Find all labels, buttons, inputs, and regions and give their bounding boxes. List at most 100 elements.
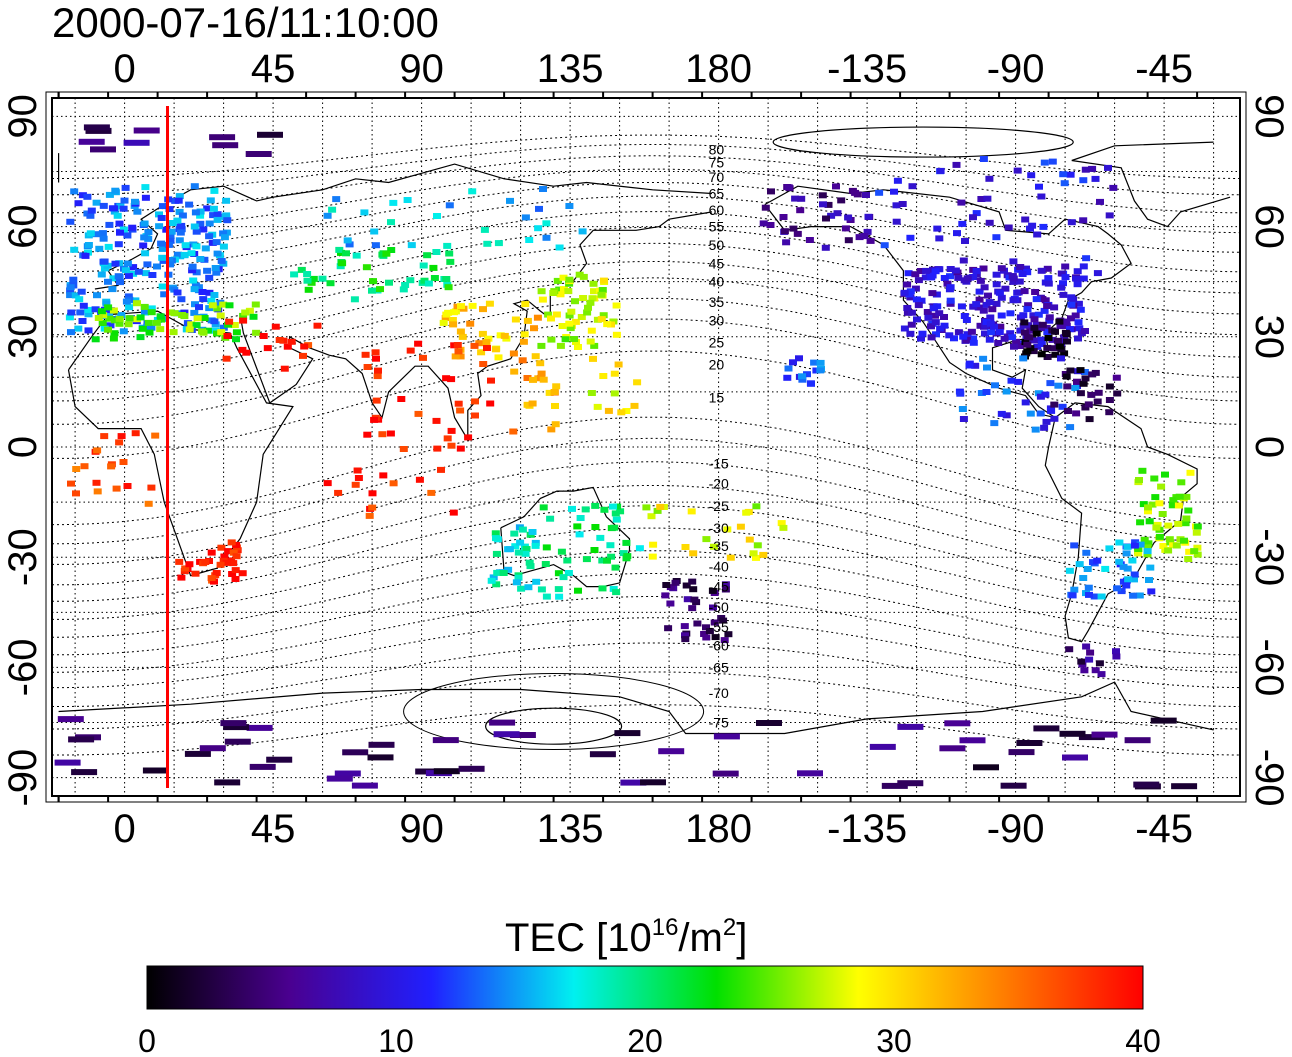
tec-cell — [563, 557, 572, 564]
tec-cell — [719, 617, 728, 624]
tec-cell — [552, 311, 561, 318]
tec-cell — [157, 215, 166, 221]
tec-cell — [1009, 258, 1018, 265]
tec-cell — [935, 310, 944, 317]
tec-cell — [427, 489, 436, 496]
tec-cell — [1134, 550, 1143, 557]
tec-cell — [1143, 544, 1152, 551]
tec-cell — [105, 221, 114, 228]
tec-cell — [442, 276, 451, 282]
tec-cell — [1113, 390, 1122, 397]
tec-cell — [492, 535, 500, 542]
tec-cell — [985, 336, 994, 343]
tec-region-australia-east — [537, 502, 644, 600]
tec-cell — [66, 292, 75, 299]
tec-cell — [232, 553, 241, 560]
contour-label: 30 — [709, 312, 725, 328]
tec-cell — [597, 291, 606, 298]
tec-cell — [946, 300, 955, 307]
tec-cell — [880, 242, 889, 249]
tec-cell — [518, 357, 527, 364]
tec-cell — [855, 234, 864, 241]
tec-region-alaska — [759, 183, 875, 251]
tec-cell — [721, 586, 730, 593]
contour-label: -65 — [709, 659, 729, 675]
tec-cell — [1193, 544, 1202, 551]
tec-cell — [143, 261, 152, 268]
contour-label: -20 — [709, 476, 729, 492]
tec-cell — [238, 570, 247, 577]
tec-region-siberia — [323, 186, 587, 251]
tec-cell — [1112, 648, 1120, 655]
tec-cell — [85, 127, 112, 134]
tec-cell — [1008, 749, 1035, 756]
tec-region-south-america-south — [1065, 539, 1156, 600]
tec-region-west-africa — [67, 430, 160, 507]
tec-region-china — [439, 300, 542, 361]
tec-cell — [283, 343, 292, 350]
lon-tick-label-bottom: 45 — [251, 807, 296, 851]
tec-cell — [1097, 593, 1106, 600]
tec-cell — [1022, 265, 1030, 272]
tec-cell — [72, 466, 81, 472]
tec-cell — [610, 524, 619, 531]
tec-cell — [603, 321, 612, 328]
lat-tick-label-left: 30 — [1, 315, 45, 360]
tec-cell — [136, 334, 145, 341]
europe-coastline — [94, 163, 713, 290]
tec-cell — [415, 476, 424, 483]
tec-cell — [620, 779, 647, 786]
tec-cell — [590, 342, 599, 349]
tec-cell — [1094, 389, 1103, 396]
tec-cell — [1042, 324, 1051, 331]
tec-cell — [1076, 306, 1085, 313]
tec-cell — [1020, 319, 1029, 326]
tec-cell — [816, 367, 825, 374]
tec-cell — [313, 322, 322, 329]
tec-cell — [979, 265, 988, 272]
tec-cell — [710, 619, 719, 626]
tec-cell — [363, 431, 372, 438]
tec-cell — [190, 309, 199, 316]
tec-cell — [710, 543, 718, 550]
tec-cell — [386, 430, 395, 437]
tec-cell — [84, 311, 93, 318]
tec-cell — [487, 377, 495, 384]
tec-cell — [538, 296, 547, 303]
tec-cell — [530, 325, 538, 332]
contour-label: -60 — [709, 637, 729, 653]
tec-cell — [841, 225, 850, 232]
tec-cell — [612, 331, 621, 338]
tec-region-mediterranean — [91, 300, 261, 343]
tec-cell — [374, 367, 382, 374]
lon-tick-label-bottom: -90 — [987, 807, 1045, 851]
tec-cell — [958, 220, 967, 227]
tec-cell — [371, 349, 380, 356]
contour-label: -50 — [709, 599, 729, 615]
tec-cell — [74, 200, 83, 207]
tec-cell — [141, 308, 150, 315]
tec-cell — [368, 741, 395, 748]
magnetic-contour-line — [52, 416, 1241, 526]
tec-cell — [1082, 255, 1091, 262]
tec-cell — [454, 348, 463, 355]
tec-cell — [907, 309, 916, 316]
tec-cell — [952, 161, 961, 168]
tec-cell — [1057, 270, 1066, 277]
tec-cell — [444, 309, 453, 316]
tec-cell — [1014, 378, 1023, 385]
tec-cell — [1044, 280, 1053, 287]
tec-cell — [821, 244, 830, 251]
tec-cell — [120, 197, 129, 204]
colorbar-tick-label: 0 — [138, 1023, 156, 1057]
tec-cell — [1026, 410, 1035, 417]
tec-cell — [582, 556, 591, 563]
tec-cell — [875, 189, 884, 196]
tec-cell — [1009, 297, 1018, 304]
tec-cell — [1112, 653, 1121, 660]
tec-cell — [241, 309, 250, 316]
tec-cell — [345, 241, 354, 248]
tec-cell — [1082, 549, 1091, 556]
tec-cell — [116, 229, 124, 236]
tec-cell — [141, 250, 150, 257]
